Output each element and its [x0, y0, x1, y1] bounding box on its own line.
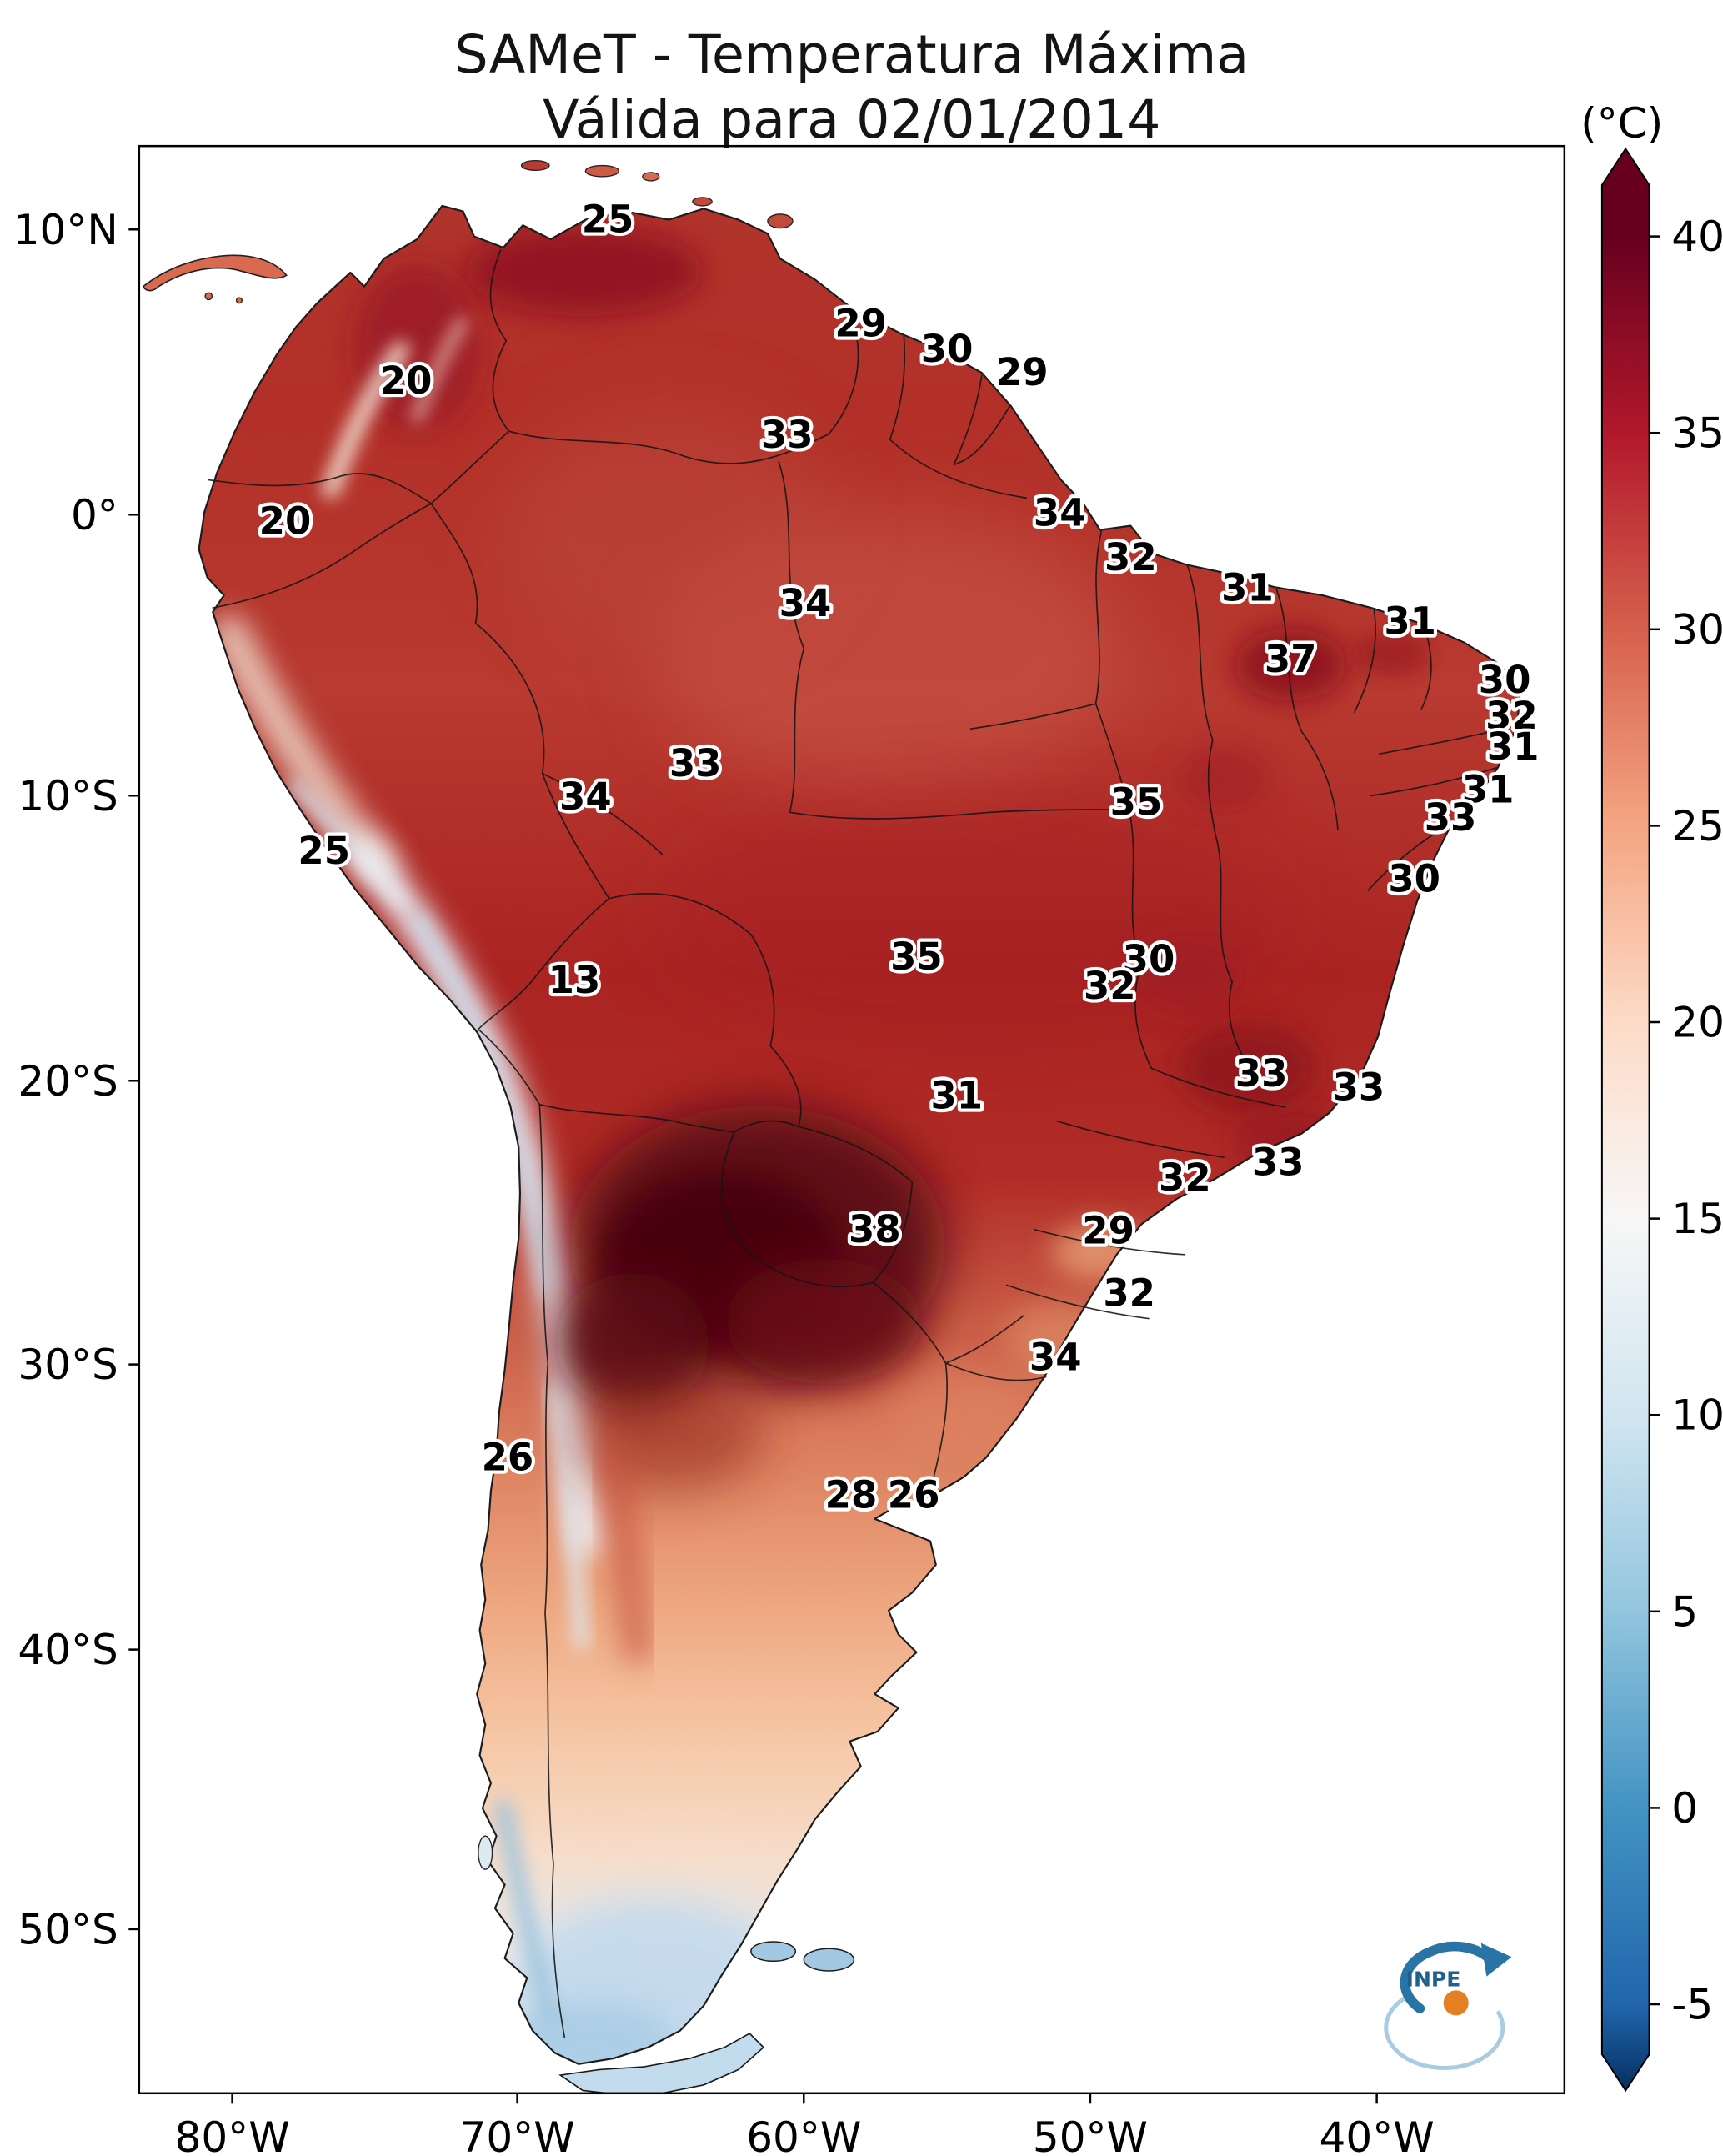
temperature-value-label: 35 [1110, 780, 1163, 825]
temperature-value-label: 30 [1479, 658, 1531, 702]
temperature-value-label: 31 [1487, 725, 1540, 769]
x-axis: 80°W 70°W 60°W 50°W 40°W [175, 2093, 1435, 2156]
temperature-value-label: 31 [1462, 768, 1515, 812]
temperature-value-label: 34 [559, 775, 612, 819]
caribbean-island [520, 160, 550, 172]
temperature-value-label: 33 [1252, 1141, 1305, 1185]
colorbar-tick-label: -5 [1671, 1981, 1713, 2029]
colorbar-tick-label: 30 [1671, 605, 1723, 654]
temperature-value-label: 33 [761, 413, 814, 457]
falkland-island-east [803, 1948, 855, 1972]
colorbar-tick-label: 10 [1671, 1391, 1723, 1440]
y-axis: 10°N 0° 10°S 20°S 30°S 40°S 50°S [13, 206, 139, 1953]
temperature-value-label: 29 [996, 350, 1049, 394]
logo-orange-dot [1443, 1990, 1469, 2016]
temperature-value-label: 33 [669, 741, 722, 785]
colorbar-tick-label: 40 [1671, 213, 1723, 261]
temperature-value-label: 26 [482, 1435, 534, 1479]
colorbar: 40 35 30 25 20 15 10 5 0 -5 [1600, 147, 1723, 2093]
map-plot-area: INPE [142, 160, 1521, 2093]
temperature-value-label: 30 [1388, 856, 1440, 900]
logo-orbit-ring [1384, 1995, 1505, 2070]
x-tick-label: 40°W [1320, 2113, 1435, 2156]
tierra-del-fuego [558, 2033, 765, 2093]
logo-arrowhead [1480, 1943, 1512, 1977]
temperature-value-label: 25 [298, 829, 350, 873]
colorbar-gradient-bar [1600, 147, 1650, 2093]
temperature-value-label: 20 [380, 358, 433, 403]
y-tick-label: 50°S [18, 1905, 118, 1953]
colorbar-tick-label: 5 [1671, 1587, 1698, 1636]
colorbar-ticks: 40 35 30 25 20 15 10 5 0 -5 [1649, 213, 1723, 2029]
temperature-value-label: 32 [1485, 694, 1538, 738]
temperature-value-label: 28 [825, 1472, 878, 1517]
temperature-field-overlays [211, 226, 1430, 2064]
plot-frame [138, 144, 1566, 2095]
temperature-value-label: 32 [1159, 1156, 1211, 1200]
chart-title: SAMeT - Temperatura Máxima Válida para 0… [139, 23, 1565, 153]
y-tick-label: 10°N [13, 206, 118, 254]
temperature-value-label: 26 [888, 1472, 940, 1517]
small-island [204, 292, 213, 301]
temperature-value-label: 33 [1425, 795, 1477, 840]
temperature-value-label: 32 [1104, 535, 1157, 579]
y-tick-label: 40°S [18, 1626, 118, 1674]
chiloe-island [478, 1835, 493, 1870]
trinidad-island [767, 213, 794, 229]
margarita-island [692, 197, 713, 207]
temperature-value-label: 33 [1235, 1051, 1288, 1096]
temperature-value-label: 32 [1084, 964, 1136, 1008]
temperature-value-label: 34 [779, 581, 832, 625]
colorbar-tick-label: 20 [1671, 999, 1723, 1047]
chart-title-line1: SAMeT - Temperatura Máxima [454, 23, 1250, 85]
y-tick-label: 30°S [18, 1341, 118, 1389]
temperature-value-label: 25 [582, 198, 634, 242]
temperature-value-label: 34 [1034, 491, 1086, 535]
x-tick-label: 80°W [175, 2113, 290, 2156]
y-tick-label: 10°S [18, 772, 118, 820]
coastline [198, 204, 1521, 2065]
temperature-value-label: 38 [849, 1207, 901, 1251]
temperature-value-label: 31 [1221, 566, 1274, 610]
y-tick-label: 0° [71, 491, 118, 539]
small-island [235, 297, 243, 304]
colorbar-tick-label: 15 [1671, 1195, 1723, 1243]
chart-subtitle: Válida para 02/01/2014 [543, 88, 1161, 151]
temperature-value-label: 34 [1029, 1335, 1082, 1379]
x-tick-label: 50°W [1033, 2113, 1148, 2156]
temperature-value-label: 33 [1333, 1065, 1385, 1110]
inpe-logo: INPE [1384, 1941, 1512, 2070]
state-borders [778, 461, 1517, 1320]
temperature-value-label: 31 [1384, 599, 1436, 644]
logo-swirl-arrow [1400, 1941, 1496, 2013]
temperature-value-label: 13 [548, 958, 601, 1002]
colorbar-unit-label: (°C) [1580, 100, 1664, 149]
caribbean-island [642, 172, 660, 182]
caribbean-island [584, 164, 620, 178]
falkland-island-west [750, 1941, 797, 1963]
colorbar-tick-label: 25 [1671, 802, 1723, 850]
temperature-value-label: 32 [1103, 1271, 1155, 1316]
temperature-value-label: 29 [834, 302, 887, 346]
temperature-value-label: 20 [259, 499, 312, 544]
colorbar-tick-label: 35 [1671, 409, 1723, 458]
x-tick-label: 60°W [746, 2113, 861, 2156]
colorbar-tick-label: 0 [1671, 1784, 1698, 1833]
central-america-strip [142, 254, 288, 292]
national-borders [208, 249, 1047, 2038]
temperature-value-label: 29 [1082, 1208, 1134, 1252]
temperature-value-label: 30 [921, 327, 974, 371]
temperature-value-label: 37 [1265, 637, 1317, 681]
temperature-value-label: 35 [890, 935, 943, 979]
temperature-value-label: 31 [930, 1074, 983, 1118]
y-tick-label: 20°S [18, 1057, 118, 1106]
logo-text: INPE [1406, 1967, 1461, 1991]
x-tick-label: 70°W [460, 2113, 575, 2156]
temperature-value-label: 30 [1123, 937, 1175, 981]
